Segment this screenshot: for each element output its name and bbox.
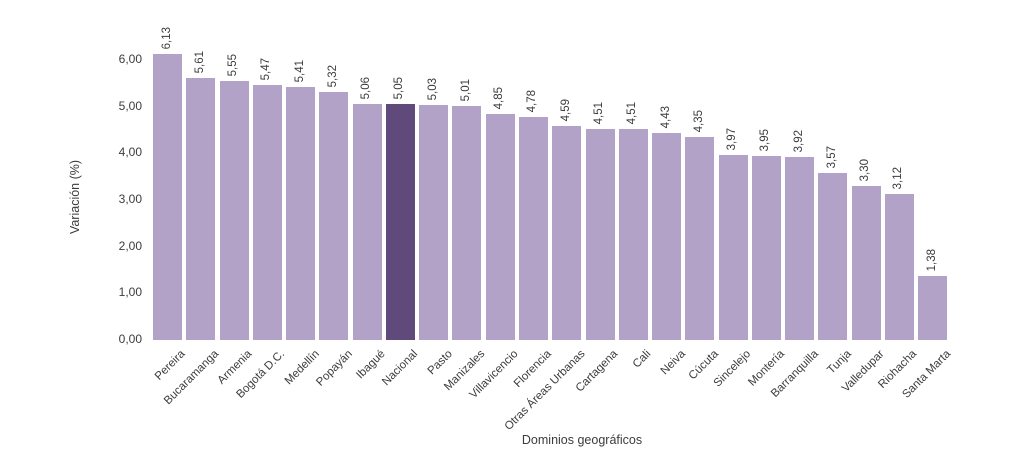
y-axis-tick-label: 4,00 <box>118 145 142 160</box>
bar <box>452 106 481 340</box>
bar-value-label: 4,51 <box>593 101 605 124</box>
bar-value-label: 5,41 <box>294 59 306 82</box>
bar-value-label: 3,92 <box>793 129 805 152</box>
bar <box>852 186 881 340</box>
bar <box>220 81 249 340</box>
bar-value-label: 5,06 <box>360 76 372 99</box>
bar <box>719 155 748 340</box>
bar-value-label: 3,95 <box>759 128 771 151</box>
x-axis-title: Dominios geográficos <box>521 433 643 447</box>
bar-value-label: 4,59 <box>560 98 572 121</box>
bar <box>319 92 348 340</box>
bar-value-label: 5,61 <box>194 50 206 73</box>
bar <box>186 78 215 340</box>
bar-value-label: 4,51 <box>626 101 638 124</box>
bar <box>519 117 548 340</box>
x-axis-category-label: Tunja <box>824 348 854 377</box>
bar <box>552 126 581 340</box>
bar-value-label: 5,32 <box>327 64 339 87</box>
bar <box>818 173 847 340</box>
bar-value-label: 3,30 <box>859 158 871 181</box>
x-axis-category-label: Cali <box>630 348 654 371</box>
bar <box>619 129 648 340</box>
bar <box>752 156 781 340</box>
bar-highlight <box>386 104 415 340</box>
y-axis-tick-label: 5,00 <box>118 98 142 113</box>
y-axis-tick-label: 6,00 <box>118 51 142 66</box>
y-axis-tick-label: 1,00 <box>118 285 142 300</box>
x-axis-category-label: Neiva <box>658 348 688 378</box>
bar-value-label: 4,43 <box>660 105 672 128</box>
bar-value-label: 4,35 <box>693 109 705 132</box>
bar-value-label: 4,85 <box>493 86 505 109</box>
bar <box>885 194 914 340</box>
bar <box>353 104 382 340</box>
bar-value-label: 5,47 <box>260 57 272 80</box>
bar <box>918 276 947 340</box>
y-axis-tick-label: 2,00 <box>118 238 142 253</box>
bar <box>785 157 814 340</box>
bar <box>153 54 182 340</box>
bar <box>419 105 448 340</box>
bar-value-label: 6,13 <box>161 26 173 49</box>
x-axis-category-label: Nacional <box>380 348 421 389</box>
y-axis-title: Variación (%) <box>68 159 82 235</box>
bar-value-label: 5,55 <box>227 53 239 76</box>
bar-value-label: 5,03 <box>427 77 439 100</box>
bar-value-label: 3,97 <box>726 127 738 150</box>
bar <box>586 129 615 340</box>
bar <box>253 85 282 340</box>
y-axis-tick-label: 0,00 <box>118 332 142 346</box>
y-axis-tick-label: 3,00 <box>118 191 142 206</box>
bar-value-label: 5,05 <box>393 76 405 99</box>
x-axis-category-label: Pasto <box>425 348 455 378</box>
bar-value-label: 4,78 <box>526 89 538 112</box>
bar-value-label: 3,12 <box>892 166 904 189</box>
bar <box>652 133 681 340</box>
bar <box>486 114 515 340</box>
bar-value-label: 5,01 <box>460 78 472 101</box>
bar <box>685 137 714 340</box>
bar <box>286 87 315 340</box>
bar-value-label: 3,57 <box>826 145 838 168</box>
bar-value-label: 1,38 <box>926 248 938 271</box>
